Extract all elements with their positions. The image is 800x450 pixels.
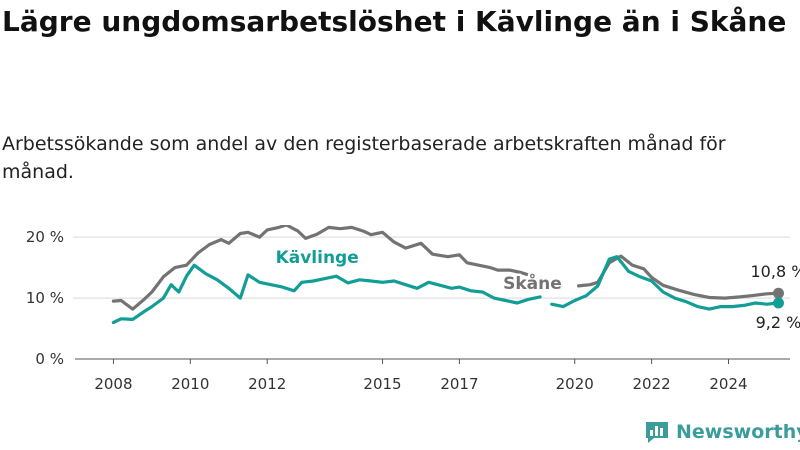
x-tick-label: 2017 <box>440 375 478 390</box>
y-axis-ticks: 0 % 10 % 20 % <box>26 228 64 368</box>
series-annotations: Kävlinge Skåne <box>273 245 564 296</box>
chart-title: Lägre ungdomsarbetslöshet i Kävlinge än … <box>2 5 787 38</box>
y-tick-label: 20 % <box>26 228 64 246</box>
end-points: 10,8 % 9,2 % <box>749 260 800 334</box>
series-line-kavlinge-0 <box>111 263 542 325</box>
x-tick-label: 2010 <box>171 375 209 390</box>
annotation-skane: Skåne <box>503 272 562 294</box>
x-tick-label: 2024 <box>709 375 747 390</box>
end-point-kavlinge <box>772 297 784 309</box>
end-value-label-skane: 10,8 % <box>751 262 800 281</box>
x-tick-label: 2012 <box>248 375 286 390</box>
x-axis-ticks: 2008 2010 2012 2015 2017 2020 2022 2024 <box>94 359 748 390</box>
chart-subtitle: Arbetssökande som andel av den registerb… <box>2 133 726 183</box>
series-line-skane-0 <box>111 225 542 311</box>
bar-chart-bubble-icon <box>646 422 668 443</box>
x-tick-label: 2020 <box>556 375 594 390</box>
x-tick-label: 2022 <box>633 375 671 390</box>
series-lines <box>111 225 781 325</box>
gridlines <box>73 236 790 299</box>
line-chart: 0 % 10 % 20 % 2008 2010 2012 2015 2017 2020 2022… <box>26 225 800 390</box>
newsworthy-logo: Newsworthy <box>644 418 800 446</box>
x-tick-label: 2015 <box>363 375 401 390</box>
y-tick-label: 10 % <box>26 289 64 307</box>
annotation-kavlinge: Kävlinge <box>276 248 359 268</box>
y-tick-label: 0 % <box>35 350 64 368</box>
end-value-label-kavlinge: 9,2 % <box>756 313 800 332</box>
series-line-kavlinge-1 <box>550 255 781 311</box>
x-tick-label: 2008 <box>94 375 132 390</box>
brand-name: Newsworthy <box>676 421 800 443</box>
end-point-skane <box>772 287 784 299</box>
